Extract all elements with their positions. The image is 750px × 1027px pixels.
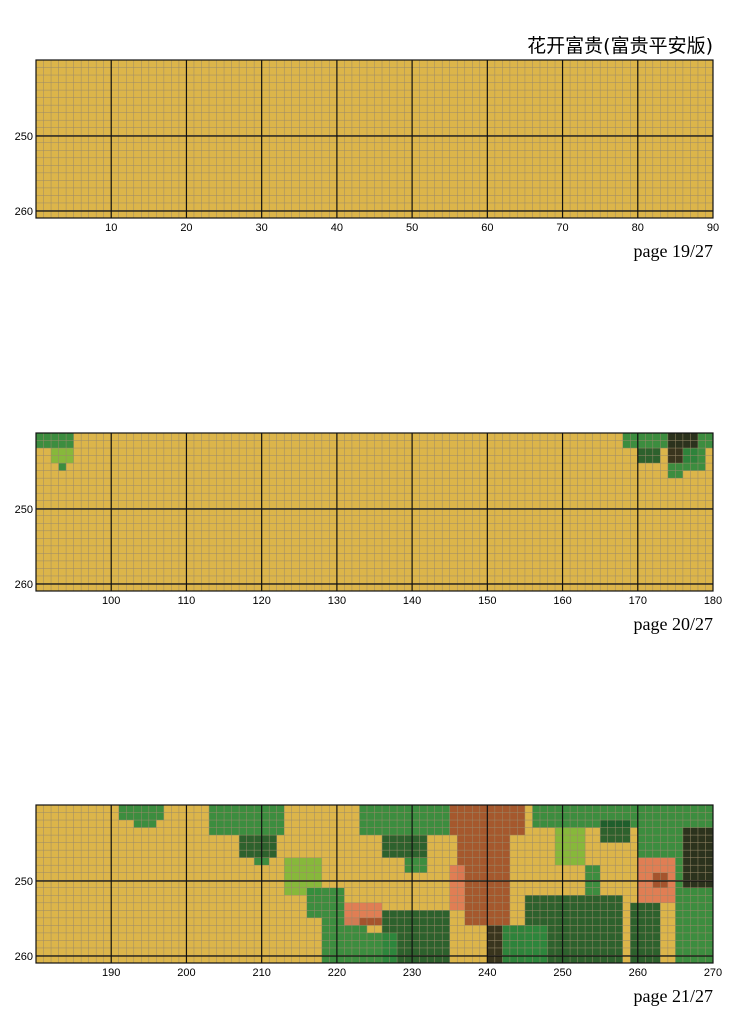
x-tick-label: 230 <box>403 967 421 979</box>
x-tick-label: 110 <box>178 595 196 607</box>
x-tick-label: 10 <box>105 222 117 234</box>
x-tick-label: 60 <box>481 222 493 234</box>
x-tick-label: 240 <box>478 967 496 979</box>
y-tick-label: 260 <box>15 951 33 963</box>
page-label: page 20/27 <box>634 614 713 634</box>
x-tick-label: 100 <box>102 595 120 607</box>
x-tick-label: 210 <box>252 967 270 979</box>
x-tick-label: 70 <box>556 222 568 234</box>
x-tick-label: 220 <box>328 967 346 979</box>
pattern-panel: 100 110 120 130 140 150 160 170 180 250 260 page 20… <box>15 432 722 634</box>
x-tick-label: 40 <box>331 222 343 234</box>
y-tick-label: 260 <box>15 579 33 591</box>
x-tick-label: 160 <box>553 595 571 607</box>
y-tick-label: 260 <box>15 206 33 218</box>
x-tick-label: 80 <box>632 222 644 234</box>
x-tick-label: 50 <box>406 222 418 234</box>
pattern-title: 花开富贵(富贵平安版) <box>527 35 713 57</box>
x-tick-label: 180 <box>704 595 722 607</box>
x-tick-label: 120 <box>252 595 270 607</box>
panel-border <box>35 59 714 219</box>
pattern-panel: 10 20 30 40 50 60 70 80 90 250 260 page 19/27 <box>15 59 719 261</box>
pattern-panel: 190 200 210 220 230 240 250 260 270 250 260 page 21… <box>15 804 722 1006</box>
stitch-block <box>359 917 383 926</box>
x-tick-label: 150 <box>478 595 496 607</box>
x-tick-label: 260 <box>629 967 647 979</box>
panel-border <box>35 804 714 964</box>
panel-border <box>35 432 714 592</box>
stitch-block <box>133 820 157 828</box>
stitch-block <box>239 835 277 858</box>
y-tick-label: 250 <box>15 876 33 888</box>
x-tick-label: 200 <box>177 967 195 979</box>
x-tick-label: 190 <box>102 967 120 979</box>
x-tick-label: 140 <box>403 595 421 607</box>
y-tick-label: 250 <box>15 131 33 143</box>
y-tick-label: 250 <box>15 504 33 516</box>
x-tick-label: 270 <box>704 967 722 979</box>
x-tick-label: 130 <box>328 595 346 607</box>
x-tick-label: 250 <box>553 967 571 979</box>
page-label: page 19/27 <box>634 241 713 261</box>
x-tick-label: 90 <box>707 222 719 234</box>
stitch-block <box>58 463 67 471</box>
stitch-block <box>682 448 706 471</box>
page-label: page 21/27 <box>634 986 713 1006</box>
x-tick-label: 170 <box>629 595 647 607</box>
x-tick-label: 30 <box>256 222 268 234</box>
x-tick-label: 20 <box>180 222 192 234</box>
